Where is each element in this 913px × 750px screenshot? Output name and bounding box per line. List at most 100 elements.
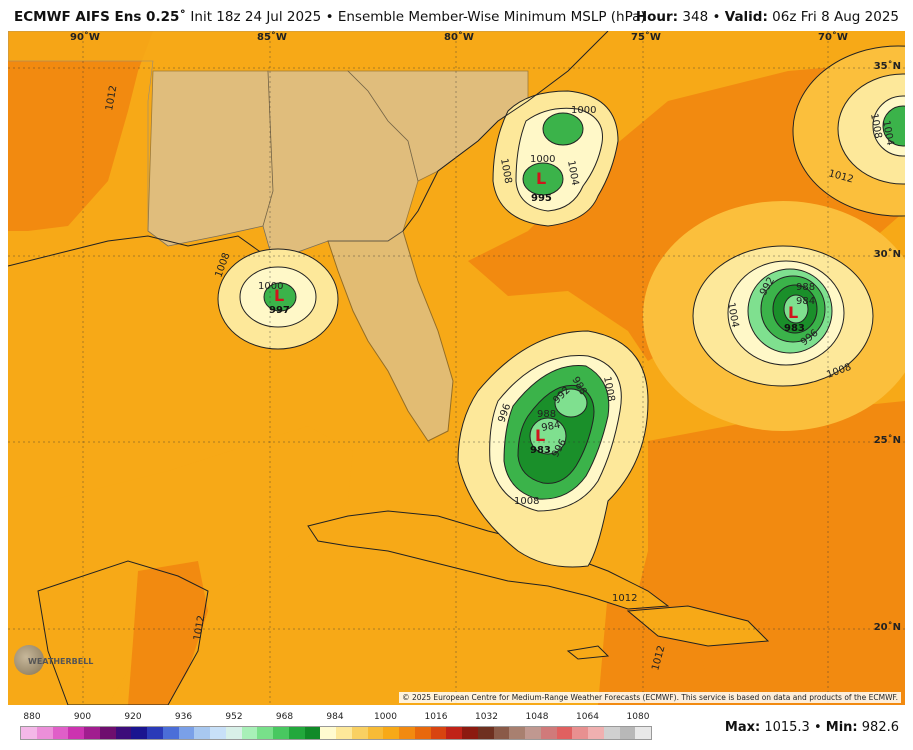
low-bahamas-984-north <box>554 388 588 418</box>
colorbar-tick-label: 952 <box>225 712 243 722</box>
min-value: 982.6 <box>861 720 899 735</box>
low-value: 983 <box>784 323 805 334</box>
weatherbell-logo: WEATHERBELL <box>14 645 93 681</box>
colorbar-tick-label: 900 <box>73 712 92 722</box>
header-bar: ECMWF AIFS Ens 0.25˚ Init 18z 24 Jul 202… <box>0 0 913 30</box>
colorbar-swatch <box>257 727 273 739</box>
hour-label: Hour: <box>635 9 679 25</box>
low-value: 995 <box>531 193 552 204</box>
central-america <box>37 560 209 705</box>
lon-label: 80˚W <box>444 32 474 43</box>
colorbar-swatch <box>493 727 510 739</box>
map-canvas: 1012 1012 1008 1000 1008 1000 1004 1000 … <box>8 31 905 705</box>
header-title: ECMWF AIFS Ens 0.25˚ Init 18z 24 Jul 202… <box>14 9 646 25</box>
product-name: Ensemble Member-Wise Minimum MSLP (hPa) <box>337 9 646 25</box>
contour-label: 988 <box>537 409 556 420</box>
contour-label: 984 <box>796 296 815 307</box>
lon-label: 85˚W <box>257 32 287 43</box>
colorbar-swatch <box>383 727 399 739</box>
colorbar-swatch <box>367 727 384 739</box>
contour-label: 1008 <box>498 158 513 185</box>
colorbar-tick-label: 920 <box>124 712 142 722</box>
colorbar-swatch <box>336 727 352 739</box>
colorbar-swatch <box>430 727 447 739</box>
contour-label: 1012 <box>104 85 119 112</box>
contour-label: 1008 <box>601 376 616 403</box>
low-carolina-north-core <box>542 112 584 146</box>
contour-label: 984 <box>541 420 562 434</box>
colorbar-swatch <box>635 727 651 739</box>
lat-label: 25˚N <box>873 435 901 446</box>
bullet-sep: • <box>712 9 721 25</box>
colorbar-swatch <box>414 727 431 739</box>
colorbar-tick-label: 880 <box>23 712 41 722</box>
low-symbol: L <box>788 303 798 322</box>
init-time: Init 18z 24 Jul 2025 <box>190 9 322 25</box>
florida <box>327 230 454 442</box>
colorbar-swatch <box>399 727 415 739</box>
colorbar-swatch <box>525 727 541 739</box>
valid-value: 06z Fri 8 Aug 2025 <box>772 9 899 25</box>
colorbar-tick-label: 1064 <box>576 712 599 722</box>
colorbar-swatch <box>36 727 53 739</box>
low-value: 983 <box>530 445 551 456</box>
high-pressure-region <box>8 31 153 231</box>
colorbar-swatch <box>147 727 163 739</box>
low-atlantic: L 983 <box>784 303 805 334</box>
colorbar <box>20 726 652 740</box>
colorbar-swatch <box>178 727 195 739</box>
colorbar-swatch <box>99 727 116 739</box>
pressure-map: 1012 1012 1008 1000 1008 1000 1004 1000 … <box>8 31 905 705</box>
land-region <box>147 70 274 247</box>
colorbar-swatch <box>194 727 210 739</box>
colorbar-swatch <box>588 727 604 739</box>
lat-label: 30˚N <box>873 249 901 260</box>
colorbar-swatch <box>351 727 368 739</box>
low-symbol: L <box>535 426 545 445</box>
valid-label: Valid: <box>724 9 768 25</box>
colorbar-swatch <box>619 727 636 739</box>
max-min-stats: Max: 1015.3 • Min: 982.6 <box>725 720 899 735</box>
colorbar-swatch <box>131 727 147 739</box>
lon-label: 75˚W <box>631 32 661 43</box>
copyright-notice: © 2025 European Centre for Medium-Range … <box>399 692 901 703</box>
contour-label: 1004 <box>565 160 580 187</box>
gridlines <box>8 31 905 705</box>
colorbar-swatch <box>572 727 588 739</box>
colorbar-tick-label: 1000 <box>374 712 397 722</box>
hour-value: 348 <box>682 9 709 25</box>
colorbar-swatch <box>52 727 69 739</box>
colorbar-swatch <box>288 727 305 739</box>
colorbar-tick-label: 1080 <box>626 712 650 722</box>
colorbar-swatch <box>210 727 226 739</box>
min-label: Min: <box>825 720 858 735</box>
low-gulf: L 997 <box>269 286 290 316</box>
colorbar-swatch <box>477 727 494 739</box>
lon-label: 70˚W <box>818 32 848 43</box>
colorbar-swatch <box>446 727 462 739</box>
model-name: ECMWF AIFS Ens 0.25˚ <box>14 9 187 25</box>
bullet-sep: • <box>813 720 822 735</box>
colorbar-swatch <box>462 727 478 739</box>
lon-label: 90˚W <box>70 32 100 43</box>
colorbar-swatch <box>556 727 573 739</box>
contour-label: 1004 <box>725 302 740 329</box>
header-valid: Hour: 348 • Valid: 06z Fri 8 Aug 2025 <box>636 9 899 25</box>
low-carolina-south-core <box>522 162 564 196</box>
contour-label: 1008 <box>868 113 883 140</box>
contour-label: 1004 <box>880 120 895 147</box>
bullet-sep: • <box>325 9 334 25</box>
colorbar-swatch <box>241 727 258 739</box>
low-symbol: L <box>274 286 284 305</box>
colorbar-swatch <box>603 727 620 739</box>
colorbar-swatch <box>84 727 100 739</box>
low-carolina: L 995 <box>531 169 552 204</box>
cuba <box>307 510 670 610</box>
footer-bar: 880 900 920 936 952 968 984 1000 1016 1032 1048 106… <box>0 706 913 750</box>
colorbar-tick-label: 1032 <box>475 712 498 722</box>
contour-label: 1000 <box>571 105 596 116</box>
colorbar-labels: 880 900 920 936 952 968 984 1000 1016 1032 1048 106… <box>20 712 650 724</box>
low-bahamas-984-south <box>529 417 567 455</box>
lat-label: 20˚N <box>873 622 901 633</box>
low-ne-core <box>882 105 905 147</box>
